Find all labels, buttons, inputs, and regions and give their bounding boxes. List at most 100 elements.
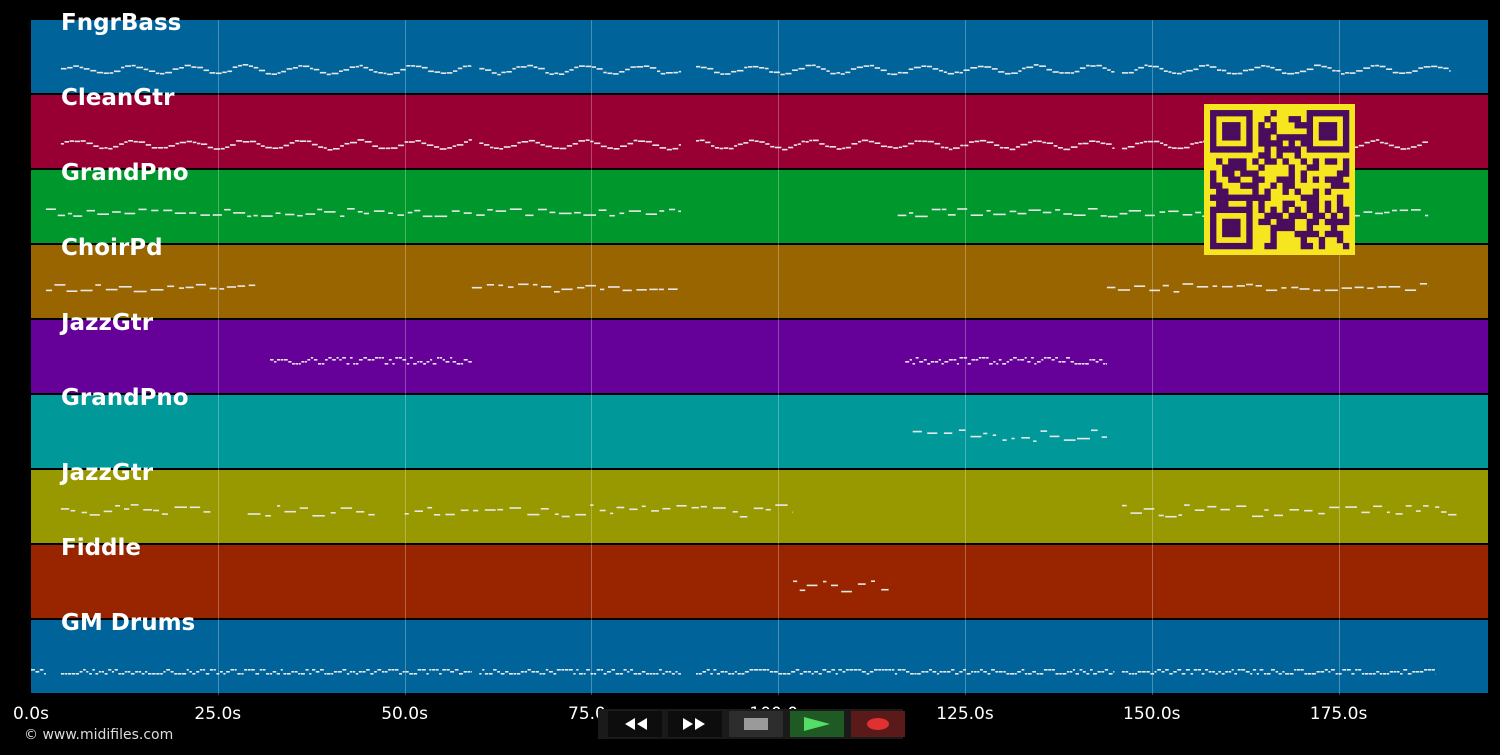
stop-button[interactable] <box>729 711 783 737</box>
midi-note <box>1143 140 1148 143</box>
midi-note <box>1039 65 1046 67</box>
midi-note <box>912 430 922 433</box>
midi-note <box>512 67 516 70</box>
midi-note <box>1341 287 1352 289</box>
midi-note <box>826 70 830 72</box>
midi-note <box>213 148 221 150</box>
midi-note <box>238 64 242 67</box>
midi-note <box>1386 511 1390 514</box>
midi-note <box>436 669 439 671</box>
midi-note <box>532 283 538 286</box>
midi-note <box>963 69 970 71</box>
midi-note <box>691 506 699 509</box>
midi-note <box>311 143 318 146</box>
midi-note <box>603 71 607 74</box>
midi-note <box>1367 287 1374 289</box>
midi-note <box>1020 359 1025 361</box>
midi-note <box>897 214 907 217</box>
midi-note <box>993 361 996 363</box>
midi-note <box>982 357 986 359</box>
rewind-button[interactable] <box>608 711 662 737</box>
midi-note <box>1009 359 1013 361</box>
midi-note <box>226 671 230 673</box>
midi-note <box>105 288 118 291</box>
record-button[interactable] <box>851 711 905 737</box>
midi-note <box>312 515 325 517</box>
midi-note <box>1143 508 1155 510</box>
midi-note <box>468 361 472 363</box>
midi-note <box>970 435 982 438</box>
midi-note <box>831 669 835 671</box>
midi-note <box>222 71 227 74</box>
midi-note <box>734 145 738 147</box>
midi-note <box>1252 669 1257 671</box>
midi-note <box>809 139 813 142</box>
midi-note <box>538 67 545 70</box>
midi-note <box>1162 284 1169 287</box>
track-lane[interactable]: JazzGtr <box>31 460 1488 543</box>
midi-note <box>1074 363 1078 365</box>
midi-note <box>178 673 182 675</box>
track-lane[interactable]: GrandPno <box>31 385 1488 468</box>
midi-note <box>1159 67 1164 70</box>
midi-note <box>1217 69 1222 71</box>
midi-note <box>528 139 535 142</box>
fast-forward-button[interactable] <box>668 711 722 737</box>
midi-note <box>905 361 910 363</box>
midi-note <box>463 359 468 361</box>
track-lane[interactable]: ChoirPd <box>31 235 1488 318</box>
midi-note <box>658 288 664 291</box>
midi-note <box>1384 211 1390 214</box>
track-lane[interactable]: JazzGtr <box>31 310 1488 393</box>
midi-note <box>575 513 586 516</box>
midi-note <box>668 671 672 673</box>
midi-note <box>652 673 656 675</box>
midi-note <box>291 671 295 673</box>
midi-note <box>908 212 914 214</box>
midi-note <box>168 145 175 147</box>
midi-note <box>256 143 261 145</box>
midi-note <box>646 673 650 675</box>
midi-note <box>138 141 146 143</box>
midi-note <box>1121 504 1127 507</box>
midi-note <box>659 669 662 671</box>
track-lane[interactable]: FngrBass <box>31 10 1488 93</box>
midi-note <box>633 139 638 142</box>
midi-note <box>333 671 338 673</box>
midi-note <box>184 64 191 67</box>
midi-note <box>731 70 737 73</box>
midi-note <box>676 505 687 507</box>
midi-note <box>174 506 187 508</box>
midi-note <box>762 669 767 671</box>
midi-note <box>1079 67 1086 69</box>
midi-note <box>277 359 281 361</box>
track-lane[interactable]: GM Drums <box>31 610 1488 693</box>
midi-note <box>1081 363 1085 365</box>
midi-note <box>1393 671 1396 673</box>
midi-note <box>196 671 200 673</box>
midi-note <box>861 139 869 142</box>
midi-note <box>1415 510 1421 512</box>
track-lane[interactable]: Fiddle <box>31 535 1488 618</box>
midi-note <box>1364 141 1370 144</box>
midi-note <box>1113 671 1115 673</box>
midi-note <box>734 671 737 673</box>
midi-note <box>298 673 301 675</box>
midi-note <box>1405 505 1412 507</box>
midi-note <box>1078 142 1082 145</box>
midi-note <box>373 210 385 212</box>
midi-note <box>138 208 147 211</box>
midi-note <box>858 140 862 143</box>
midi-note <box>1435 506 1440 508</box>
midi-note <box>292 363 295 365</box>
midi-note <box>814 671 818 673</box>
play-button[interactable] <box>790 711 844 737</box>
midi-note <box>1009 148 1016 151</box>
midi-note <box>897 669 902 671</box>
midi-note <box>1423 66 1431 68</box>
midi-note <box>769 671 774 673</box>
midi-note <box>943 71 947 73</box>
midi-note <box>1363 67 1371 69</box>
midi-note <box>73 65 79 67</box>
midi-note <box>67 673 72 675</box>
